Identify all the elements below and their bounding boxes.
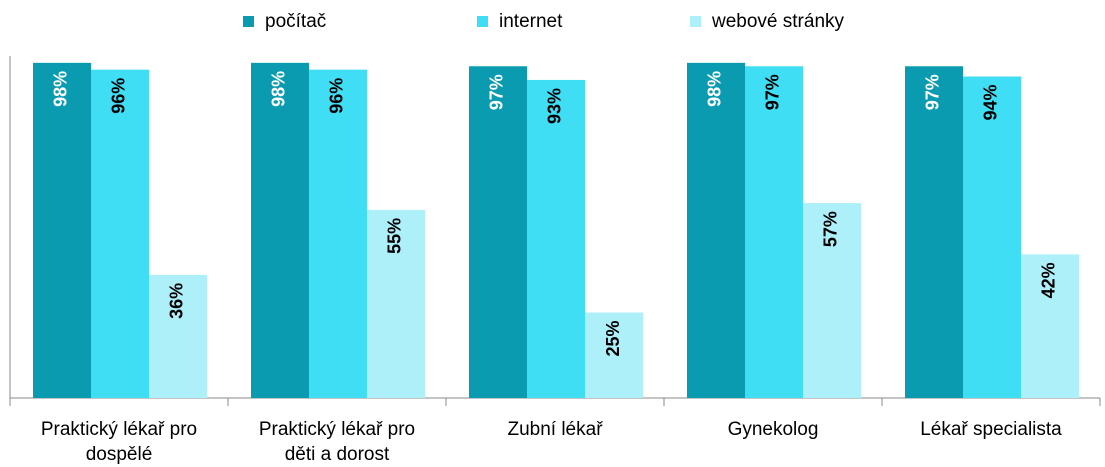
bar (527, 79, 585, 398)
value-label: 42% (1039, 262, 1059, 298)
x-tick-label: Lékař specialista (920, 419, 1062, 440)
value-label: 96% (327, 78, 347, 114)
legend-label: webové stránky (711, 11, 845, 32)
value-label: 36% (167, 283, 187, 319)
value-label: 96% (109, 78, 129, 114)
bar (309, 69, 367, 399)
value-label: 55% (385, 218, 405, 254)
legend-swatch (690, 16, 701, 27)
bar (585, 312, 643, 398)
legend-swatch (243, 16, 254, 27)
legend-label: internet (499, 11, 563, 32)
x-tick-label: Praktický lékař pro děti a dorost (259, 419, 415, 465)
bar (91, 69, 149, 399)
x-tick-label: Zubní lékař (507, 419, 603, 440)
bar (469, 66, 527, 398)
value-label: 98% (705, 71, 725, 107)
value-label: 98% (269, 71, 289, 107)
bar (963, 76, 1021, 399)
bar (33, 62, 91, 399)
value-label: 97% (923, 74, 943, 110)
value-label: 97% (487, 74, 507, 110)
bar (905, 66, 963, 398)
bar (251, 62, 309, 399)
value-label: 98% (51, 71, 71, 107)
value-label: 25% (603, 321, 623, 357)
bar (149, 274, 207, 398)
bar (803, 203, 861, 398)
value-label: 57% (821, 211, 841, 247)
bar (1021, 254, 1079, 398)
bar (745, 66, 803, 398)
x-tick-label: Gynekolog (728, 419, 819, 440)
value-label: 94% (981, 85, 1001, 121)
bar (367, 209, 425, 398)
x-tick-label: Praktický lékař pro dospělé (41, 419, 197, 465)
bar (687, 62, 745, 399)
legend-label: počítač (265, 11, 326, 32)
legend-swatch (477, 16, 488, 27)
value-label: 93% (545, 88, 565, 124)
value-label: 97% (763, 74, 783, 110)
